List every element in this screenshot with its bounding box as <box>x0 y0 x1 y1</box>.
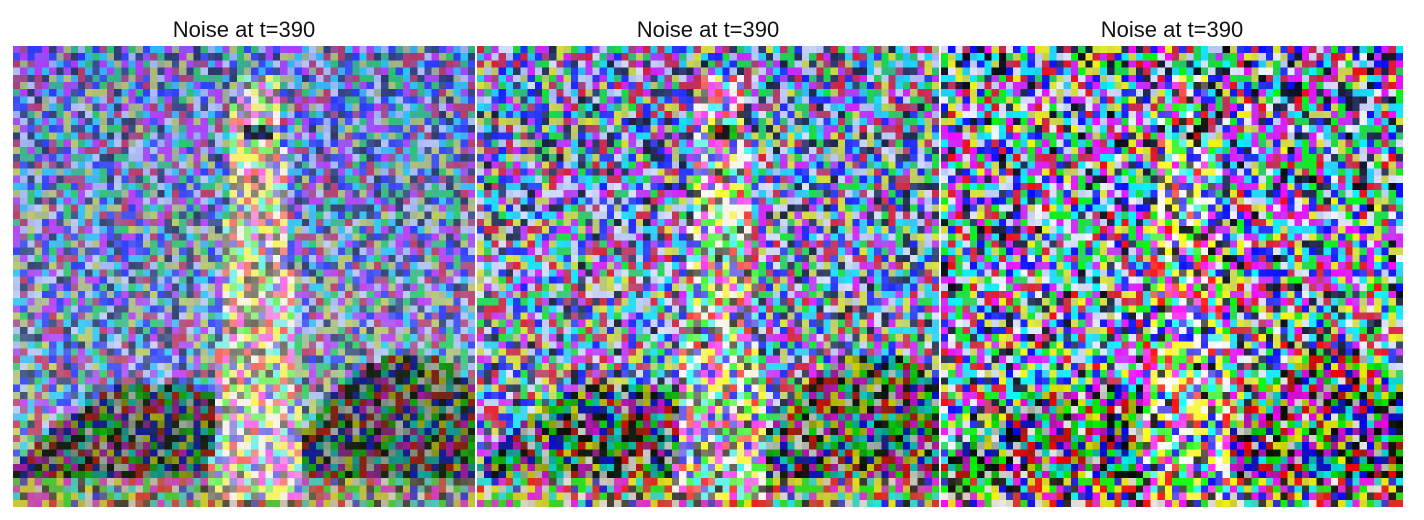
noisy-lighthouse-image <box>941 46 1403 507</box>
panel-1: Noise at t=390 <box>13 0 475 520</box>
panel-title: Noise at t=390 <box>636 17 780 42</box>
panel-title: Noise at t=390 <box>1100 17 1244 42</box>
noisy-lighthouse-image <box>13 46 475 507</box>
noisy-lighthouse-image <box>477 46 939 507</box>
panel-3: Noise at t=390 <box>941 0 1403 520</box>
panel-2: Noise at t=390 <box>477 0 939 520</box>
panel-title: Noise at t=390 <box>172 17 316 42</box>
